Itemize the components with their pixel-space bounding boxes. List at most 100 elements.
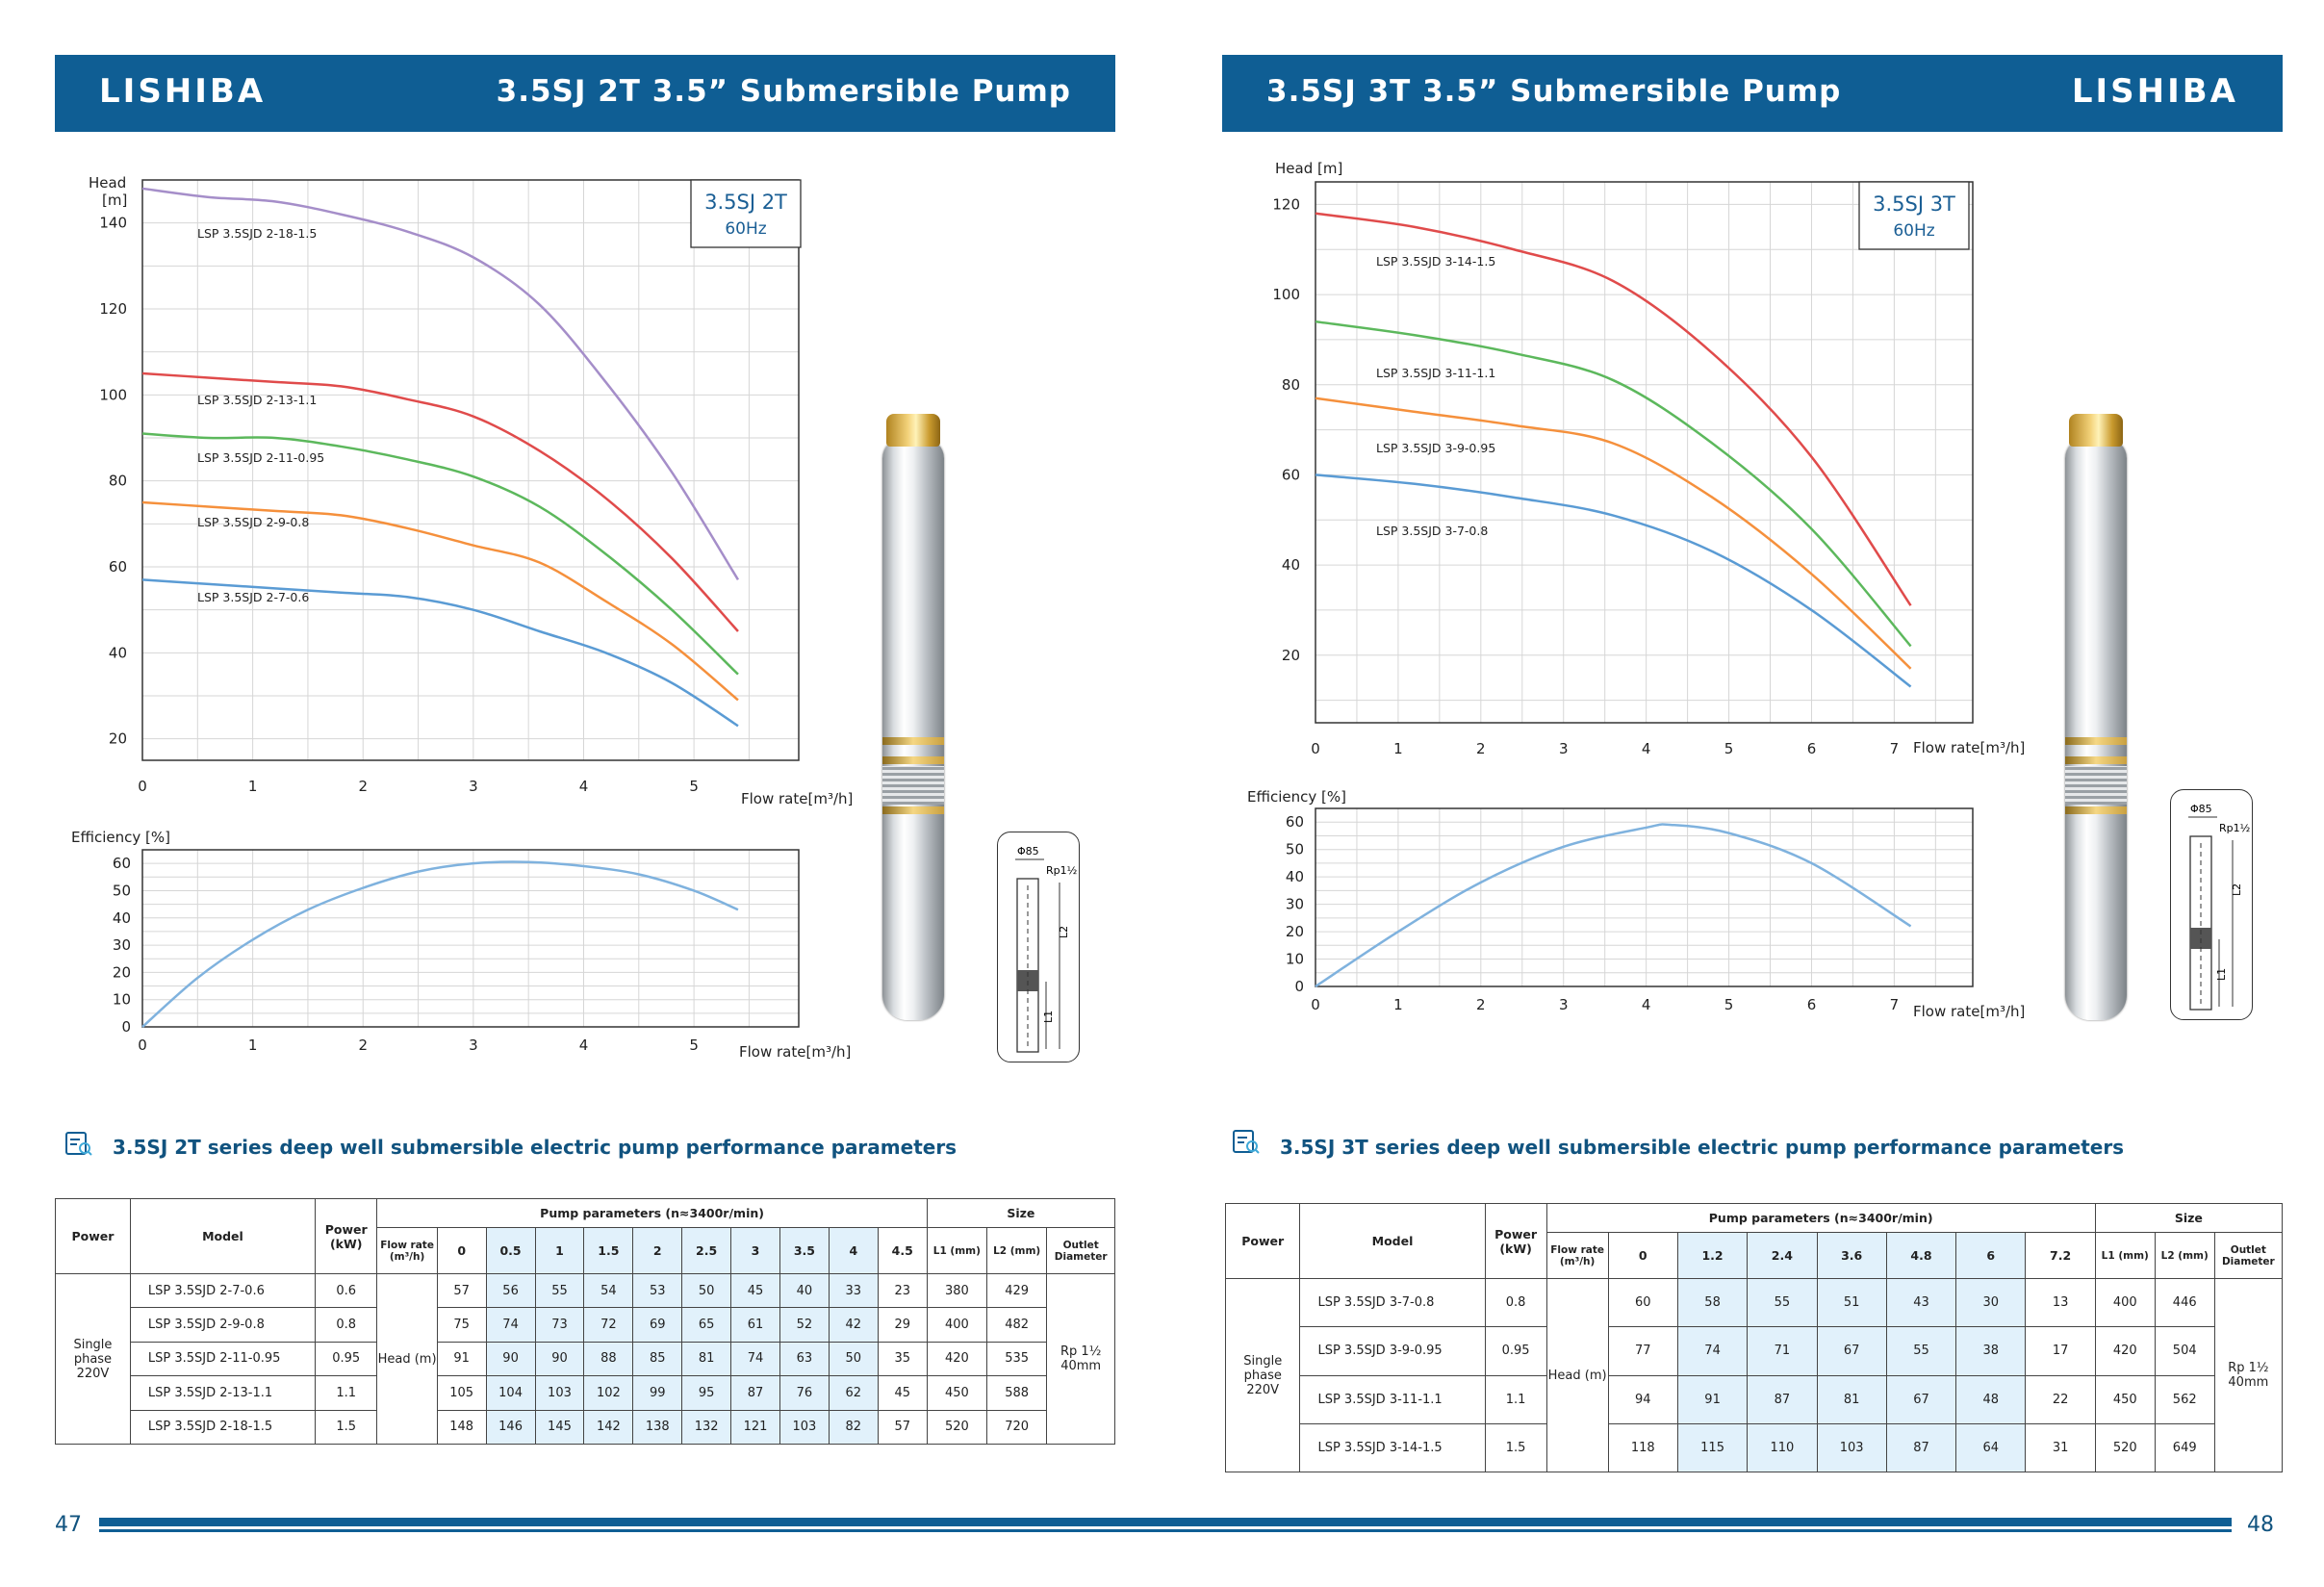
- y-tick-label: 20: [113, 963, 131, 981]
- x-tick-label: 7: [1890, 996, 1900, 1013]
- x-tick-label: 5: [1724, 996, 1734, 1013]
- head-value-cell: 87: [1747, 1374, 1818, 1424]
- head-value-cell: 38: [1955, 1326, 2027, 1376]
- l1-cell: 400: [2094, 1277, 2156, 1328]
- plot-frame: [1315, 807, 1974, 987]
- y-tick-label: 100: [1272, 286, 1300, 303]
- head-value-cell: 22: [2025, 1374, 2096, 1424]
- l2-header: L2 (mm): [2154, 1232, 2215, 1279]
- pump-band: [882, 756, 944, 764]
- l1-cell: 520: [926, 1409, 988, 1446]
- dimension-drawing-left: Φ85 Rp1½ L2 L1: [997, 832, 1080, 1062]
- head-value-cell: 55: [1747, 1277, 1818, 1328]
- model-cell: LSP 3.5SJD 2-13-1.1: [129, 1375, 317, 1411]
- x-tick-label: 3: [469, 1037, 478, 1054]
- table-row: LSP 3.5SJD 2-13-1.1 1.1 105 104 103 102 99 95 87…: [56, 1375, 1115, 1411]
- performance-table-3t: Power Model Power (kW) Pump parameters (n≈3…: [1224, 1203, 2284, 1473]
- head-value-cell: 67: [1816, 1326, 1887, 1376]
- x-axis-label: Flow rate[m³/h]: [741, 790, 853, 807]
- y-tick-label: 40: [1282, 556, 1300, 574]
- series-label: LSP 3.5SJD 3-7-0.8: [1376, 524, 1488, 538]
- head-value-cell: 69: [632, 1307, 683, 1343]
- head-label-cell: Head (m): [376, 1273, 438, 1445]
- l1-header: L1 (mm): [2094, 1232, 2156, 1279]
- series-line: [1315, 320, 1912, 648]
- x-tick-label: 6: [1807, 740, 1817, 757]
- pump-intake-grille: [2065, 766, 2127, 805]
- flow-value-header: 3.6: [1816, 1232, 1887, 1279]
- x-tick-label: 3: [469, 778, 478, 795]
- dimension-drawing-right: Φ85 Rp1½ L2 L1: [2170, 789, 2253, 1020]
- y-axis-label: Efficiency [%]: [1247, 788, 1346, 806]
- head-value-cell: 57: [877, 1409, 928, 1446]
- head-value-cell: 103: [779, 1409, 830, 1446]
- power-kw-header: Power (kW): [315, 1198, 378, 1274]
- x-tick-label: 0: [138, 1037, 147, 1054]
- x-tick-label: 1: [248, 778, 258, 795]
- y-tick-label: 60: [109, 558, 127, 576]
- power-cell: 1.1: [315, 1375, 378, 1411]
- y-tick-label: 60: [1282, 466, 1300, 483]
- model-cell: LSP 3.5SJD 3-9-0.95: [1299, 1326, 1486, 1376]
- head-value-cell: 13: [2025, 1277, 2096, 1328]
- power-cell: 1.5: [315, 1409, 378, 1446]
- head-value-cell: 132: [681, 1409, 732, 1446]
- outlet-size-value: 40mm: [2228, 1375, 2269, 1390]
- l1-cell: 450: [2094, 1374, 2156, 1424]
- x-tick-label: 2: [1476, 996, 1486, 1013]
- head-value-cell: 95: [681, 1375, 732, 1411]
- right-section-title: 3.5SJ 3T series deep well submersible el…: [1280, 1136, 2125, 1159]
- pump-outlet-cap: [2069, 414, 2123, 447]
- power-header: Power: [55, 1198, 131, 1274]
- efficiency-chart-3t: 0 1 2 3 4 5 6 7 0 10 20 30 40 50 60 Flow rate[m³/h] Effi…: [1247, 788, 2025, 1020]
- x-tick-label: 0: [1311, 740, 1320, 757]
- y-tick-label: 20: [1282, 647, 1300, 664]
- pump-band: [2065, 737, 2127, 745]
- l2-cell: 649: [2154, 1422, 2215, 1473]
- flow-value-header: 4.5: [877, 1227, 928, 1274]
- y-tick-label: 40: [113, 909, 131, 927]
- l2-cell: 446: [2154, 1277, 2215, 1328]
- head-label-cell: Head (m): [1545, 1278, 1609, 1472]
- power-cell: 1.5: [1484, 1422, 1547, 1473]
- x-tick-label: 6: [1807, 996, 1817, 1013]
- head-value-cell: 94: [1607, 1374, 1678, 1424]
- y-axis-unit: [m]: [102, 192, 127, 209]
- head-value-cell: 29: [877, 1307, 928, 1343]
- power-cell: 0.8: [315, 1307, 378, 1343]
- series-line: [141, 500, 739, 702]
- head-value-cell: 72: [583, 1307, 634, 1343]
- x-axis-label: Flow rate[m³/h]: [739, 1043, 851, 1061]
- head-value-cell: 42: [828, 1307, 879, 1343]
- size-header: Size: [926, 1198, 1116, 1228]
- table-row: LSP 3.5SJD 2-9-0.8 0.8 75 74 73 72 69 65 61 52 42 2…: [56, 1307, 1115, 1343]
- head-value-cell: 50: [681, 1272, 732, 1309]
- head-value-cell: 71: [1747, 1326, 1818, 1376]
- head-value-cell: 121: [730, 1409, 780, 1446]
- model-cell: LSP 3.5SJD 2-7-0.6: [129, 1272, 317, 1309]
- y-tick-label: 120: [1272, 195, 1300, 213]
- head-value-cell: 65: [681, 1307, 732, 1343]
- x-tick-label: 0: [138, 778, 147, 795]
- model-cell: LSP 3.5SJD 3-11-1.1: [1299, 1374, 1486, 1424]
- head-value-cell: 110: [1747, 1422, 1818, 1473]
- x-tick-label: 4: [579, 778, 589, 795]
- chart-label-frequency: 60Hz: [1893, 221, 1934, 241]
- plot-frame: [141, 849, 800, 1028]
- head-value-cell: 43: [1885, 1277, 1957, 1328]
- head-value-cell: 87: [1885, 1422, 1957, 1473]
- head-value-cell: 102: [583, 1375, 634, 1411]
- l2-cell: 482: [986, 1307, 1048, 1343]
- outlet-diameter-header: Outlet Diameter: [2213, 1232, 2284, 1279]
- series-label: LSP 3.5SJD 3-11-1.1: [1376, 366, 1495, 380]
- head-value-cell: 82: [828, 1409, 879, 1446]
- head-value-cell: 52: [779, 1307, 830, 1343]
- series-label: LSP 3.5SJD 2-7-0.6: [197, 590, 309, 604]
- head-value-cell: 105: [436, 1375, 487, 1411]
- series-line: [1315, 212, 1912, 606]
- model-header: Model: [129, 1198, 317, 1274]
- l2-header: L2 (mm): [986, 1227, 1048, 1274]
- flow-value-header: 1: [534, 1227, 585, 1274]
- outlet-diameter-cell: Rp 1½ 40mm: [2213, 1278, 2284, 1472]
- head-value-cell: 90: [534, 1341, 585, 1377]
